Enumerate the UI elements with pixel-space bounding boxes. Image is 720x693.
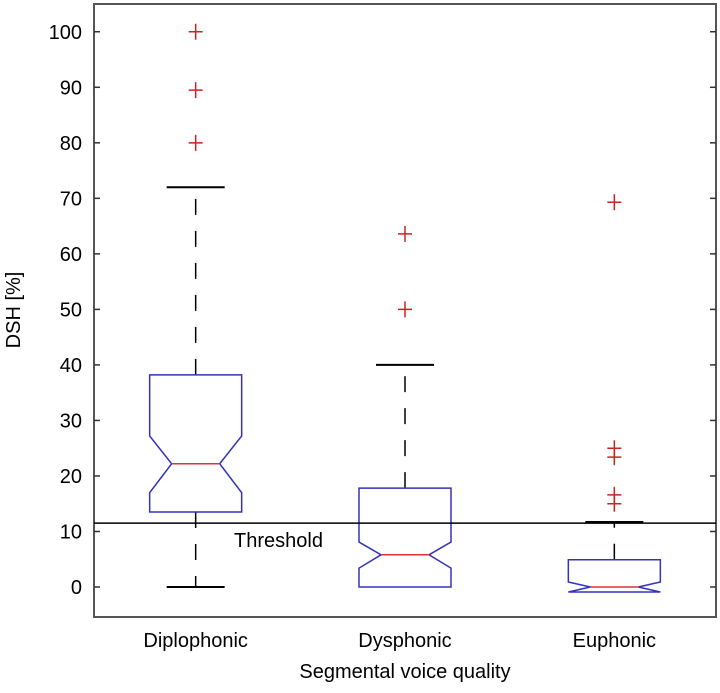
- outlier-marker: [607, 486, 622, 503]
- y-tick-label: 60: [60, 244, 82, 266]
- y-tick-label: 80: [60, 133, 82, 155]
- y-tick-label: 90: [60, 77, 82, 99]
- y-tick-label: 70: [60, 188, 82, 210]
- outlier-marker: [188, 23, 203, 40]
- x-axis-label: Segmental voice quality: [299, 661, 510, 683]
- outlier-marker: [188, 82, 203, 99]
- y-tick-label: 20: [60, 466, 82, 488]
- notched-box: [567, 559, 662, 593]
- outlier-marker: [188, 134, 203, 151]
- outlier-marker: [398, 301, 412, 318]
- plot-area: 0 10 20 30 40 50 60 70 80 90 100 Diplophonic Dysphon…: [49, 3, 717, 652]
- threshold-label: Threshold: [234, 530, 323, 552]
- outlier-marker: [398, 225, 412, 242]
- y-tick-label: 40: [60, 355, 82, 377]
- x-tick-label: Dysphonic: [358, 630, 451, 652]
- x-tick-label: Euphonic: [573, 630, 656, 652]
- notched-box: [358, 487, 452, 588]
- y-tick-label: 10: [60, 521, 82, 543]
- y-axis-label: DSH [%]: [3, 272, 25, 349]
- outlier-marker: [607, 194, 622, 211]
- notched-box: [148, 374, 243, 513]
- x-tick-label: Diplophonic: [143, 630, 248, 652]
- outlier-marker: [607, 440, 622, 457]
- y-tick-label: 100: [49, 22, 82, 44]
- y-tick-label: 50: [60, 299, 82, 321]
- y-tick-label: 30: [60, 410, 82, 432]
- y-tick-label: 0: [71, 577, 82, 599]
- axes-frame: [93, 3, 717, 618]
